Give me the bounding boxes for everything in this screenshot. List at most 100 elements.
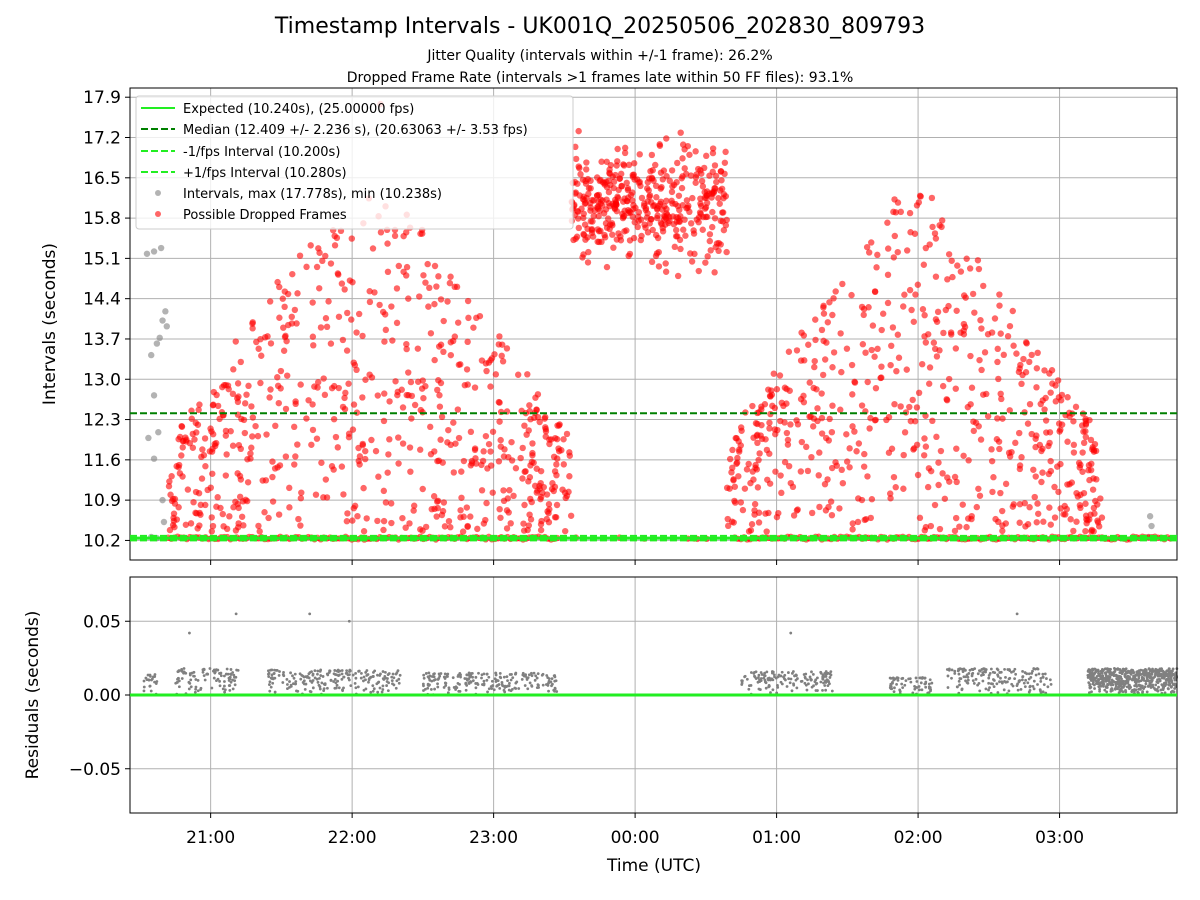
dropped-frame-point [749,402,756,410]
dropped-frame-point [500,453,508,460]
residual-point [332,672,336,676]
dropped-frame-point [797,468,805,475]
dropped-frame-point [668,188,676,196]
dropped-frame-point [585,248,592,256]
dropped-frame-point [1095,523,1103,530]
dropped-frame-point [942,306,950,314]
residual-point [231,687,235,691]
dropped-frame-point [869,322,877,329]
dropped-frame-point [382,499,390,506]
residual-point [1132,670,1135,674]
dropped-frame-point [276,314,283,321]
residual-point [223,688,227,692]
dropped-frame-point [939,382,947,390]
residual-point [482,679,486,683]
dropped-frame-point [1061,502,1068,510]
residual-point [1116,674,1119,678]
residual-point [1154,683,1158,687]
residual-point [1118,671,1122,674]
dropped-frame-point [765,386,772,393]
residual-point [1104,677,1107,681]
dropped-frame-point [553,501,561,509]
residual-point [1010,670,1013,674]
dropped-frame-point [464,522,471,530]
dropped-frame-point [709,145,717,152]
top-y-tick-label: 16.5 [83,169,121,189]
dropped-frame-point [931,230,939,237]
dropped-frame-point [362,447,369,455]
dropped-frame-point [560,436,567,443]
dropped-frame-point [892,484,899,491]
dropped-frame-point [891,400,898,408]
dropped-frame-point [279,295,286,302]
dropped-frame-point [755,519,763,526]
residual-point [395,679,399,683]
residual-point [930,681,934,685]
dropped-frame-point [168,473,175,480]
dropped-frame-point [710,188,718,195]
residual-point [769,691,772,694]
residual-point [303,687,307,691]
legend-swatch-intervals [155,190,161,196]
residual-point [546,676,550,680]
dropped-frame-point [659,176,666,183]
residual-point [457,689,461,693]
dropped-frame-point [209,470,216,477]
residual-point [1090,669,1094,672]
dropped-frame-point [262,477,270,484]
residual-point [514,672,517,676]
dropped-frame-point [625,161,633,169]
dropped-frame-point [798,329,805,336]
residual-point [1139,685,1143,689]
dropped-frame-point [545,501,553,508]
dropped-frame-point [354,512,361,520]
dropped-frame-point [538,493,545,501]
dropped-frame-point [680,226,687,233]
residual-point [773,675,776,679]
dropped-frame-point [220,382,228,389]
dropped-frame-point [829,311,836,319]
dropped-frame-point [575,224,583,232]
residual-point [233,679,237,683]
dropped-frame-point [626,237,634,244]
dropped-frame-point [595,238,603,246]
residual-point [789,677,793,681]
dropped-frame-point [497,514,504,521]
dropped-frame-point [519,475,526,482]
dropped-frame-point [256,528,263,535]
dropped-frame-point [313,435,321,442]
residual-point [1171,672,1175,676]
residual-point [308,671,312,674]
dropped-frame-point [184,486,192,493]
dropped-frame-point [636,151,643,158]
dropped-frame-point [909,396,916,404]
dropped-frame-point [861,516,868,524]
residual-point [506,679,509,683]
residual-point [327,671,331,674]
residual-point [904,679,908,683]
residual-point [1104,679,1108,683]
residual-point [434,678,437,681]
dropped-frame-point [773,513,781,521]
dropped-frame-point [1026,504,1033,511]
dropped-frame-point [546,436,553,443]
dropped-frame-point [783,429,791,437]
residual-point [1156,680,1160,684]
residual-point [196,678,200,682]
residual-point [918,688,921,692]
dropped-frame-point [901,429,909,436]
dropped-frame-point [426,284,433,292]
residual-point [971,668,975,671]
dropped-frame-point [631,176,638,183]
dropped-frame-point [227,428,234,435]
residual-point [1004,675,1007,679]
dropped-frame-point [932,316,940,323]
residual-point [1135,673,1139,677]
dropped-frame-point [173,463,180,470]
residual-point [1002,688,1006,692]
residual-point [1135,670,1139,674]
residual-point [1129,670,1133,674]
residual-point [1011,684,1015,688]
residual-point [1130,690,1134,693]
